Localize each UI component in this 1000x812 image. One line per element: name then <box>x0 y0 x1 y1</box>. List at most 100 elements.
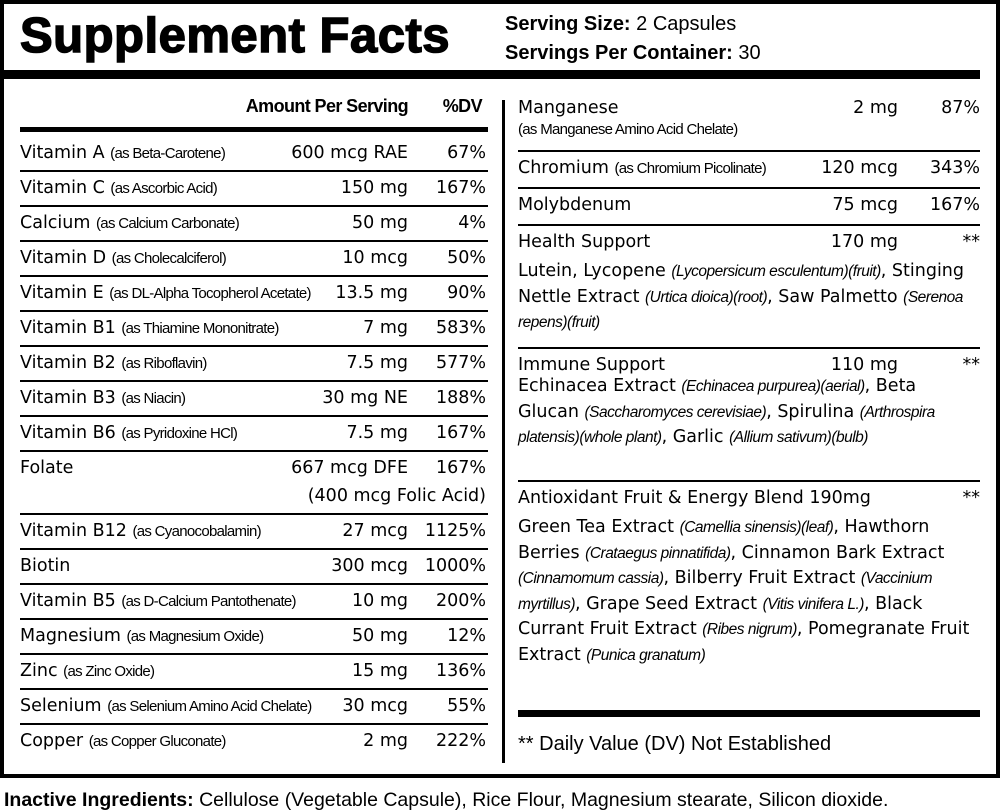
nutrient-amount: 30 mcg <box>342 696 408 716</box>
proprietary-blend: Antioxidant Fruit & Energy Blend 190mg **… <box>518 482 980 712</box>
ingredient-botanical-name: (Camellia sinensis)(leaf) <box>679 519 834 536</box>
ingredient-name: , Stinging Nettle Extract <box>518 261 965 307</box>
nutrient-source: (as DL-Alpha Tocopherol Acetate) <box>109 285 311 302</box>
nutrient-dv: 167% <box>929 195 980 215</box>
inactive-ingredients-value: Cellulose (Vegetable Capsule), Rice Flou… <box>199 789 889 811</box>
nutrient-row: Vitamin C (as Ascorbic Acid) 150 mg 167% <box>20 172 488 207</box>
column-header-rule <box>20 127 488 132</box>
nutrient-amount: 15 mg <box>352 661 408 681</box>
nutrient-row: Vitamin D (as Cholecalciferol) 10 mcg 50% <box>20 242 488 277</box>
nutrient-row: Biotin 300 mcg 1000% <box>20 550 488 585</box>
nutrient-row: Calcium (as Calcium Carbonate) 50 mg 4% <box>20 207 488 242</box>
footnote: ** Daily Value (DV) Not Established <box>518 733 832 755</box>
nutrient-source: (as Ascorbic Acid) <box>110 180 218 197</box>
nutrient-amount: 10 mg <box>352 591 408 611</box>
proprietary-blend: Immune Support 110 mg ** Echinacea Extract … <box>518 349 980 482</box>
panel-title: Supplement Facts <box>19 8 451 64</box>
ingredient-botanical-name: (Punica granatum) <box>586 646 706 664</box>
nutrient-source: (as Thiamine Mononitrate) <box>121 320 279 337</box>
nutrient-name: Vitamin D (as Cholecalciferol) <box>20 248 227 268</box>
nutrient-dv: 4% <box>458 213 486 233</box>
nutrient-row: Vitamin A (as Beta-Carotene) 600 mcg RAE 6… <box>20 137 488 172</box>
ingredient-name: , Pomegranate Fruit Extract <box>518 619 970 665</box>
nutrient-name: Vitamin B6 (as Pyridoxine HCl) <box>20 423 238 443</box>
nutrient-label: Vitamin C <box>20 178 105 198</box>
blend-ingredients: Lutein, Lycopene (Lycopersicum esculentu… <box>518 259 980 336</box>
nutrient-name: Magnesium (as Magnesium Oxide) <box>20 626 264 646</box>
nutrient-amount: 13.5 mg <box>335 283 408 303</box>
nutrient-row: Vitamin B3 (as Niacin) 30 mg NE 188% <box>20 382 488 417</box>
nutrient-label: Vitamin B6 <box>20 423 116 443</box>
nutrient-dv: 90% <box>447 283 486 303</box>
nutrient-source: (as Niacin) <box>121 390 186 407</box>
ingredient-name: Green Tea Extract <box>518 517 680 537</box>
ingredient-name: , Grape Seed Extract <box>575 593 763 614</box>
nutrient-amount: 10 mcg <box>342 248 408 268</box>
nutrient-label: Selenium <box>20 696 102 716</box>
nutrient-dv: 87% <box>941 98 980 118</box>
ingredient-name: , Saw Palmetto <box>767 286 904 307</box>
dv-column-header: %DV <box>442 96 483 116</box>
nutrient-dv: 50% <box>447 248 486 268</box>
blend-name: Immune Support <box>518 355 665 375</box>
nutrient-source: (as Selenium Amino Acid Chelate) <box>107 698 312 715</box>
nutrient-name: Molybdenum <box>518 195 631 215</box>
nutrient-amount: 2 mg <box>853 98 898 118</box>
nutrient-amount: 50 mg <box>352 213 408 233</box>
column-headers: Amount Per Serving %DV <box>20 92 488 127</box>
nutrient-name: Vitamin C (as Ascorbic Acid) <box>20 178 218 198</box>
nutrient-name: Folate <box>20 458 73 478</box>
nutrient-amount: 600 mcg RAE <box>291 143 408 163</box>
nutrient-row: Vitamin E (as DL-Alpha Tocopherol Acetat… <box>20 277 488 312</box>
nutrient-table-right: Manganese (as Manganese Amino Acid Chelat… <box>518 92 980 712</box>
nutrient-amount: 75 mcg <box>832 195 898 215</box>
servings-per-container-label: Servings Per Container: <box>505 42 733 64</box>
nutrient-row: Molybdenum 75 mcg 167% <box>518 189 980 226</box>
nutrient-dv: 200% <box>435 591 486 611</box>
nutrient-amount: 2 mg <box>363 731 408 751</box>
ingredient-botanical-name: (Lycopersicum esculentum)(fruit) <box>671 263 881 280</box>
inactive-ingredients: Inactive Ingredients: Cellulose (Vegetab… <box>4 789 888 812</box>
nutrient-row: Copper (as Copper Gluconate) 2 mg 222% <box>20 725 488 758</box>
nutrient-row: Folate 667 mcg DFE 167% (400 mcg Folic Acid… <box>20 452 488 515</box>
nutrient-amount: 27 mcg <box>342 521 408 541</box>
nutrient-dv: 136% <box>435 661 486 681</box>
nutrient-name: Vitamin B3 (as Niacin) <box>20 388 186 408</box>
nutrient-name: Manganese <box>518 98 619 118</box>
ingredient-name: , Bilberry Fruit Extract <box>663 568 861 588</box>
nutrient-label: Zinc <box>20 661 58 681</box>
nutrient-name: Vitamin B5 (as D-Calcium Pantothenate) <box>20 591 297 611</box>
blend-dv: ** <box>962 488 981 508</box>
nutrient-name: Vitamin B2 (as Riboflavin) <box>20 353 207 373</box>
nutrient-name: Selenium (as Selenium Amino Acid Chelate… <box>20 696 312 716</box>
nutrient-dv: 55% <box>447 696 486 716</box>
nutrient-label: Folate <box>20 458 74 478</box>
nutrient-source: (as Calcium Carbonate) <box>96 215 240 232</box>
nutrient-label: Magnesium <box>20 626 121 646</box>
nutrient-source: (as D-Calcium Pantothenate) <box>121 593 296 610</box>
servings-per-container: Servings Per Container: 30 <box>505 42 761 65</box>
nutrient-row: Selenium (as Selenium Amino Acid Chelate… <box>20 690 488 725</box>
proprietary-blend: Health Support 170 mg ** Lutein, Lycopene (… <box>518 226 980 349</box>
ingredient-name: , Beta Glucan <box>518 376 917 422</box>
ingredient-botanical-name: (Vaccinium myrtillus) <box>518 570 932 613</box>
nutrient-dv: 167% <box>435 178 486 198</box>
nutrient-label: Vitamin E <box>20 283 104 303</box>
nutrient-dv: 1000% <box>424 556 486 576</box>
nutrient-source: (as Beta-Carotene) <box>110 145 226 162</box>
ingredient-botanical-name: (Allium sativum)(bulb) <box>729 429 868 446</box>
ingredient-botanical-name: (Echinacea purpurea)(aerial) <box>681 378 865 395</box>
nutrient-amount: 7.5 mg <box>346 353 408 373</box>
nutrient-label: Vitamin B12 <box>20 521 127 541</box>
blend-amount: 110 mg <box>830 355 898 375</box>
nutrient-amount: 7.5 mg <box>346 423 408 443</box>
nutrient-amount: 120 mcg <box>821 158 898 178</box>
nutrient-dv: 12% <box>447 626 486 646</box>
servings-per-container-value: 30 <box>738 42 761 64</box>
blend-dv: ** <box>962 355 981 375</box>
nutrient-dv: 1125% <box>424 521 486 541</box>
nutrient-name: Vitamin B12 (as Cyanocobalamin) <box>20 521 262 541</box>
nutrient-name: Biotin <box>20 556 70 576</box>
nutrient-name: Vitamin B1 (as Thiamine Mononitrate) <box>20 318 279 338</box>
nutrient-name: Zinc (as Zinc Oxide) <box>20 661 155 681</box>
